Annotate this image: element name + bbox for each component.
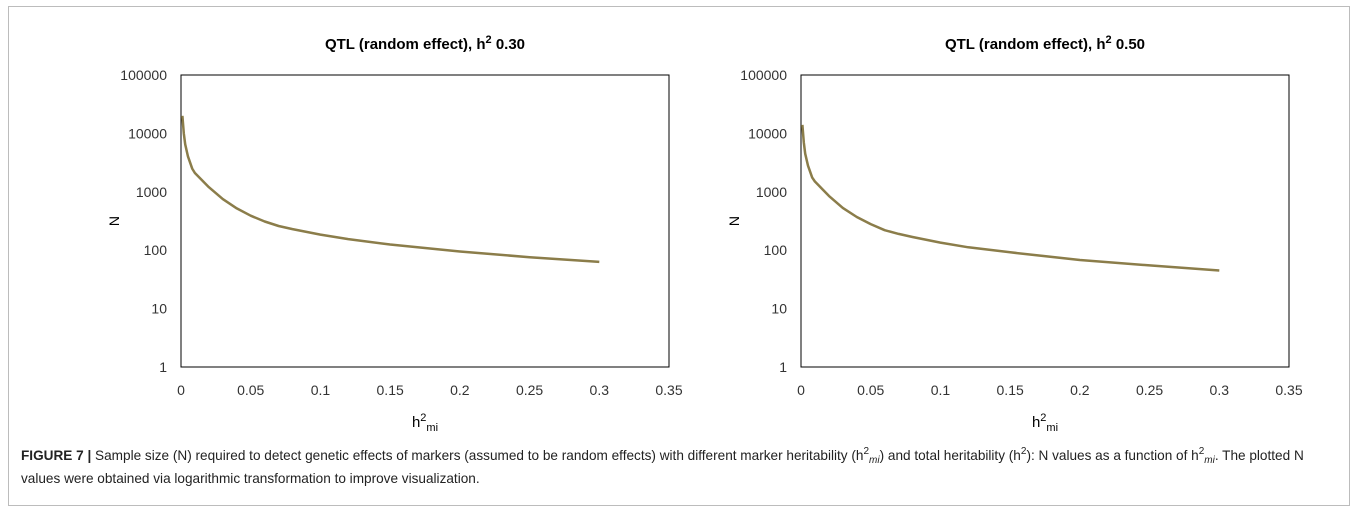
figure-caption: FIGURE 7 | Sample size (N) required to d… (21, 445, 1341, 489)
x-tick-label: 0.15 (377, 382, 404, 398)
x-tick-label: 0.1 (931, 382, 951, 398)
chart-title-suffix: 0.30 (492, 36, 525, 53)
chart-svg-0: QTL (random effect), h2 0.30110100100010… (106, 34, 683, 434)
x-tick-label: 0.3 (590, 382, 610, 398)
chart-title-suffix: 0.50 (1112, 36, 1145, 53)
chart-title-text: QTL (random effect), h (945, 36, 1106, 53)
series-line-0 (801, 124, 1220, 272)
caption-sub-1: mi (869, 455, 880, 466)
chart-svg-1: QTL (random effect), h2 0.50110100100010… (726, 34, 1303, 434)
x-axis-label: h2mi (412, 412, 438, 434)
y-tick-label: 100000 (740, 67, 787, 83)
y-tick-label: 10 (151, 301, 167, 317)
caption-sup-1: 2 (863, 446, 870, 457)
x-tick-label: 0 (797, 382, 805, 398)
caption-text-3: ): N values as a function of h (1026, 448, 1199, 463)
y-tick-label: 1000 (756, 184, 787, 200)
y-tick-label: 10000 (748, 125, 787, 141)
chart-panel-right: QTL (random effect), h2 0.50 1 10 100 1000 10… (721, 7, 1321, 437)
y-tick-label: 100 (144, 242, 168, 258)
y-tick-label: 1 (779, 359, 787, 375)
x-tick-label: 0.15 (997, 382, 1024, 398)
plot-area (180, 74, 670, 368)
chart-panel-left: QTL (random effect), h2 0.30 1 10 100 1000 10… (101, 7, 701, 437)
chart-title-sup: 2 (1106, 34, 1112, 46)
y-tick-label: 1 (159, 359, 167, 375)
x-axis-label: h2mi (1032, 412, 1058, 434)
plot-area (800, 74, 1290, 368)
y-tick-label: 100000 (120, 67, 167, 83)
chart-title-sup: 2 (486, 34, 492, 46)
y-tick-label: 1000 (136, 184, 167, 200)
x-tick-label: 0.05 (857, 382, 884, 398)
chart-title-text: QTL (random effect), h (325, 36, 486, 53)
caption-sup-2: 2 (1020, 446, 1027, 457)
caption-text-4: . The plotted N values were obtained via… (21, 448, 1304, 486)
x-axis-label-sub: mi (1046, 422, 1058, 434)
x-axis-label-text: h (412, 414, 420, 431)
series-line-0 (181, 115, 600, 264)
y-axis-label: N (726, 216, 742, 226)
x-axis-label-sup: 2 (1040, 412, 1046, 424)
caption-text-1: Sample size (N) required to detect genet… (91, 448, 864, 463)
caption-label: FIGURE 7 | (21, 448, 92, 463)
chart-title: QTL (random effect), h2 0.30 (325, 34, 525, 53)
y-tick-label: 100 (764, 242, 788, 258)
caption-text-2: ) and total heritability (h (879, 448, 1021, 463)
x-tick-label: 0.2 (450, 382, 470, 398)
x-axis-label-sub: mi (426, 422, 438, 434)
x-tick-label: 0.05 (237, 382, 264, 398)
x-tick-label: 0.2 (1070, 382, 1090, 398)
x-tick-label: 0.35 (655, 382, 682, 398)
caption-sub-2: mi (1204, 455, 1215, 466)
y-axis-label: N (106, 216, 122, 226)
y-tick-label: 10000 (128, 125, 167, 141)
x-tick-label: 0.1 (311, 382, 331, 398)
y-tick-label: 10 (771, 301, 787, 317)
x-tick-label: 0.3 (1210, 382, 1230, 398)
x-axis-label-sup: 2 (420, 412, 426, 424)
chart-title: QTL (random effect), h2 0.50 (945, 34, 1145, 53)
x-axis-label-text: h (1032, 414, 1040, 431)
x-tick-label: 0.35 (1275, 382, 1302, 398)
x-tick-label: 0 (177, 382, 185, 398)
caption-sup-3: 2 (1198, 446, 1205, 457)
x-tick-label: 0.25 (516, 382, 543, 398)
figure-frame: QTL (random effect), h2 0.30 1 10 100 1000 10… (8, 6, 1350, 506)
x-tick-label: 0.25 (1136, 382, 1163, 398)
